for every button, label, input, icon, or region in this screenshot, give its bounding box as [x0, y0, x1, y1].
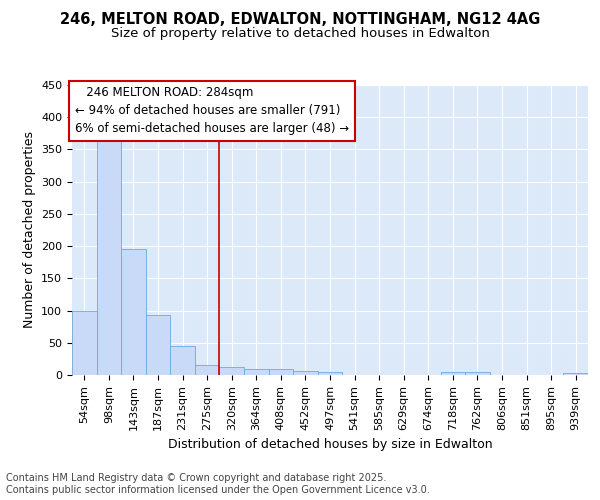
Bar — [244, 368, 269, 375]
Y-axis label: Number of detached properties: Number of detached properties — [23, 132, 35, 328]
Text: Contains HM Land Registry data © Crown copyright and database right 2025.
Contai: Contains HM Land Registry data © Crown c… — [6, 474, 430, 495]
Bar — [318, 372, 342, 375]
Bar — [293, 371, 318, 375]
Bar — [195, 366, 220, 375]
Text: Size of property relative to detached houses in Edwalton: Size of property relative to detached ho… — [110, 28, 490, 40]
X-axis label: Distribution of detached houses by size in Edwalton: Distribution of detached houses by size … — [167, 438, 493, 451]
Text: 246, MELTON ROAD, EDWALTON, NOTTINGHAM, NG12 4AG: 246, MELTON ROAD, EDWALTON, NOTTINGHAM, … — [60, 12, 540, 28]
Bar — [563, 373, 588, 375]
Bar — [269, 369, 293, 375]
Text: 246 MELTON ROAD: 284sqm
← 94% of detached houses are smaller (791)
6% of semi-de: 246 MELTON ROAD: 284sqm ← 94% of detache… — [74, 86, 349, 136]
Bar — [121, 250, 146, 375]
Bar — [97, 140, 121, 375]
Bar — [440, 372, 465, 375]
Bar — [72, 310, 97, 375]
Bar — [465, 372, 490, 375]
Bar — [170, 346, 195, 375]
Bar — [220, 366, 244, 375]
Bar — [146, 315, 170, 375]
